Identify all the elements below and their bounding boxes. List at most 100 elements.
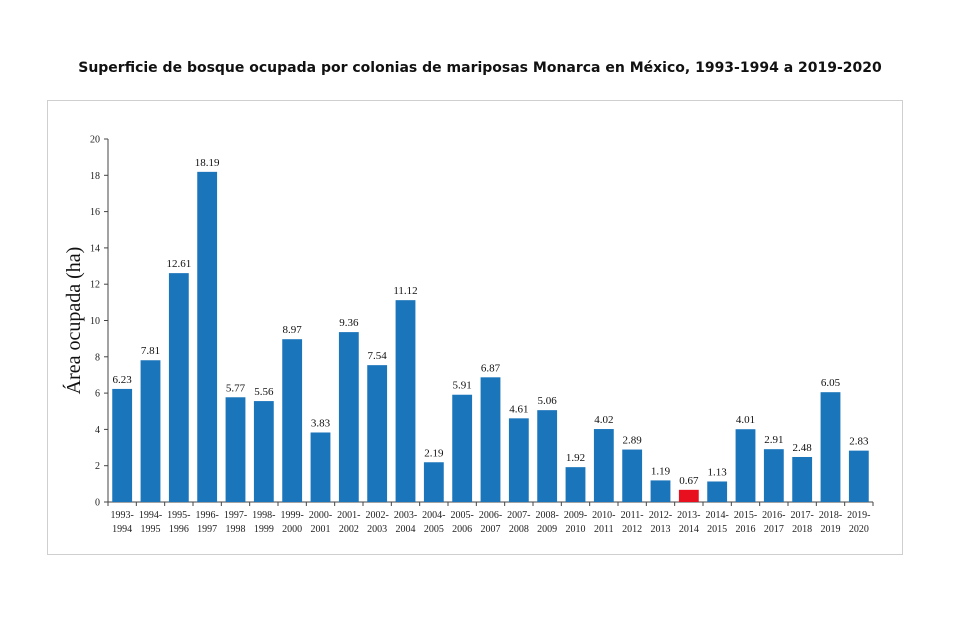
chart-title: Superficie de bosque ocupada por colonia… — [78, 60, 882, 76]
x-tick-label-line2: 2015 — [707, 524, 727, 535]
data-label: 1.13 — [708, 466, 728, 478]
data-label: 3.83 — [311, 417, 331, 429]
x-tick-label-line1: 2012- — [649, 510, 672, 521]
x-tick-label-line1: 1995- — [167, 510, 190, 521]
data-label: 12.61 — [166, 258, 191, 270]
x-tick-label-line2: 2004 — [396, 524, 416, 535]
data-label: 2.48 — [793, 442, 813, 454]
x-tick-label-line2: 2007 — [481, 524, 501, 535]
x-tick-label-line1: 2017- — [790, 510, 813, 521]
data-label: 11.12 — [393, 285, 417, 297]
x-tick-label-line2: 2010 — [566, 524, 586, 535]
bar — [367, 365, 388, 502]
x-tick-label-line2: 1999 — [254, 524, 274, 535]
plot-area-frame — [47, 100, 903, 555]
x-tick-label-line2: 1995 — [141, 524, 161, 535]
data-label: 1.19 — [651, 465, 671, 477]
y-tick-label: 8 — [95, 352, 100, 363]
x-tick-label-line2: 2013 — [651, 524, 671, 535]
y-tick-label: 0 — [95, 498, 100, 509]
bar — [197, 171, 218, 502]
data-label: 2.19 — [424, 447, 444, 459]
x-tick-label-line1: 2019- — [847, 510, 870, 521]
y-tick-label: 18 — [90, 171, 100, 182]
bar — [338, 332, 359, 502]
y-axis-label: Área ocupada (ha) — [62, 247, 85, 395]
bar — [508, 418, 529, 502]
y-tick-label: 4 — [95, 425, 100, 436]
x-tick-label-line1: 1997- — [224, 510, 247, 521]
data-label: 2.83 — [849, 436, 869, 448]
bar — [593, 429, 614, 502]
bar — [140, 360, 161, 502]
data-label: 7.54 — [368, 350, 388, 362]
data-label: 5.77 — [226, 382, 246, 394]
data-label: 2.89 — [623, 435, 643, 447]
data-label: 4.61 — [509, 403, 528, 415]
x-tick-label-line2: 2014 — [679, 524, 699, 535]
bar — [735, 429, 756, 502]
data-label: 1.92 — [566, 452, 585, 464]
x-tick-label-line2: 2000 — [282, 524, 302, 535]
x-tick-label-line1: 1994- — [139, 510, 162, 521]
bar — [763, 449, 784, 502]
x-tick-label-line1: 2000- — [309, 510, 332, 521]
y-tick-label: 6 — [95, 389, 100, 400]
y-tick-label: 2 — [95, 461, 100, 472]
x-tick-label-line2: 1997 — [197, 524, 217, 535]
x-tick-label-line1: 2010- — [592, 510, 615, 521]
x-tick-label-line1: 2013- — [677, 510, 700, 521]
x-tick-label-line1: 2006- — [479, 510, 502, 521]
x-tick-label-line1: 2005- — [450, 510, 473, 521]
x-tick-label-line2: 2020 — [849, 524, 869, 535]
data-label: 9.36 — [339, 317, 359, 329]
bar — [112, 388, 133, 502]
x-tick-label-line1: 2015- — [734, 510, 757, 521]
y-tick-label: 14 — [90, 243, 100, 254]
x-tick-label-line2: 2008 — [509, 524, 529, 535]
bar — [225, 397, 246, 502]
bar — [537, 410, 558, 502]
x-tick-label-line2: 2006 — [452, 524, 472, 535]
x-tick-label-line1: 2011- — [621, 510, 644, 521]
x-tick-label-line2: 2017 — [764, 524, 784, 535]
data-label: 5.91 — [453, 380, 472, 392]
data-label: 4.02 — [594, 414, 613, 426]
bar — [253, 401, 274, 502]
x-tick-label-line1: 2002- — [365, 510, 388, 521]
bar — [622, 449, 643, 502]
data-label: 0.67 — [679, 475, 699, 487]
data-label: 8.97 — [283, 324, 303, 336]
x-tick-label-line2: 2001 — [311, 524, 331, 535]
x-tick-label-line1: 2003- — [394, 510, 417, 521]
x-tick-label-line2: 2005 — [424, 524, 444, 535]
x-tick-label-line1: 1993- — [110, 510, 133, 521]
x-tick-label-line1: 2001- — [337, 510, 360, 521]
y-tick-label: 16 — [90, 207, 100, 218]
x-tick-label-line2: 2003 — [367, 524, 387, 535]
x-tick-label-line2: 2012 — [622, 524, 642, 535]
bar — [820, 392, 841, 502]
x-tick-label-line2: 2016 — [736, 524, 756, 535]
data-label: 5.06 — [538, 395, 558, 407]
y-tick-label: 20 — [90, 135, 100, 146]
x-tick-label-line2: 2018 — [792, 524, 812, 535]
x-tick-label-line1: 1999- — [280, 510, 303, 521]
data-label: 7.81 — [141, 345, 160, 357]
bar — [168, 273, 189, 502]
bar — [650, 480, 671, 502]
data-label: 2.91 — [764, 434, 783, 446]
x-tick-label-line1: 2004- — [422, 510, 445, 521]
bar — [282, 339, 303, 502]
x-tick-label-line2: 2011 — [594, 524, 614, 535]
data-label: 6.05 — [821, 377, 841, 389]
bar — [678, 489, 699, 502]
x-tick-label-line1: 1998- — [252, 510, 275, 521]
bar — [423, 462, 444, 502]
bar — [480, 377, 501, 502]
x-tick-label-line1: 2014- — [705, 510, 728, 521]
x-tick-label-line1: 2016- — [762, 510, 785, 521]
x-tick-label-line2: 2009 — [537, 524, 557, 535]
x-tick-label-line1: 2008- — [535, 510, 558, 521]
